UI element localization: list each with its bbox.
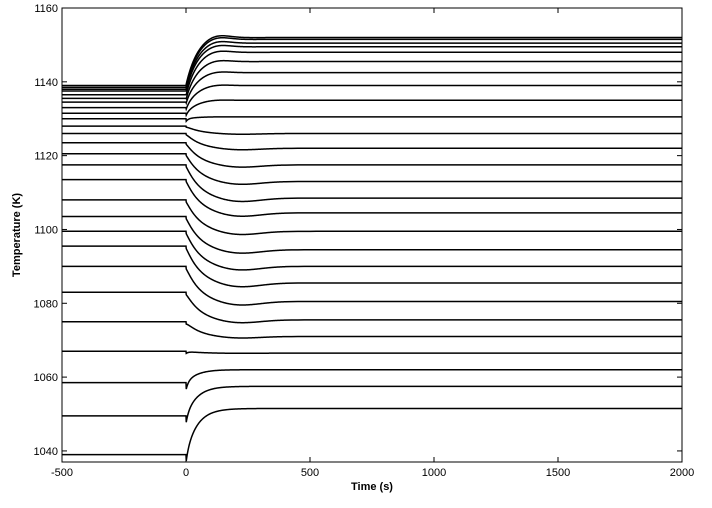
temperature-curve — [62, 350, 682, 355]
temperature-curve — [62, 84, 682, 112]
temperature-curve — [62, 44, 682, 92]
temperature-curve — [62, 59, 682, 101]
x-tick-label: 2000 — [670, 467, 694, 479]
temperature-curve — [62, 153, 682, 186]
temperature-curve — [62, 40, 682, 90]
temperature-curve — [62, 125, 682, 135]
ticks-layer: -500 0 500 1000 1500 2000 1040 1060 1080 1100 1120… — [34, 3, 695, 479]
y-tick-label: 1160 — [34, 3, 58, 15]
temperature-curve — [62, 265, 682, 306]
temperature-curve — [62, 230, 682, 271]
x-tick-label: 1500 — [546, 467, 570, 479]
y-tick-label: 1040 — [34, 446, 58, 458]
x-tick-label: 1000 — [422, 467, 446, 479]
plot-frame — [61, 7, 683, 463]
temperature-curve — [62, 50, 682, 96]
temperature-curve — [62, 215, 682, 254]
temperature-curve — [62, 320, 682, 339]
temperature-curve — [62, 385, 682, 423]
y-tick-label: 1060 — [34, 372, 58, 384]
temperature-curve — [62, 164, 682, 203]
temperature-curve — [62, 36, 682, 89]
temperature-curve — [62, 178, 682, 217]
temperature-curve — [62, 291, 682, 324]
series-layer — [62, 35, 682, 461]
temperature-curve — [62, 99, 682, 118]
y-tick-label: 1120 — [34, 151, 58, 163]
temperature-curve — [62, 71, 682, 106]
y-tick-label: 1080 — [34, 298, 58, 310]
y-tick-label: 1140 — [34, 77, 58, 89]
y-tick-label: 1100 — [34, 224, 58, 236]
temperature-curve — [62, 35, 682, 87]
temperature-curve — [62, 245, 682, 288]
temperature-curve — [62, 368, 682, 390]
temperature-curve — [62, 116, 682, 124]
temperature-curve — [62, 199, 682, 236]
x-axis-label: Time (s) — [351, 481, 393, 493]
x-tick-label: 500 — [301, 467, 319, 479]
temperature-curve — [62, 407, 682, 461]
y-axis-label: Temperature (K) — [11, 193, 23, 277]
temperature-curve — [62, 141, 682, 168]
temperature-curve — [62, 132, 682, 151]
x-tick-label: 0 — [183, 467, 189, 479]
x-tick-label: -500 — [51, 467, 73, 479]
